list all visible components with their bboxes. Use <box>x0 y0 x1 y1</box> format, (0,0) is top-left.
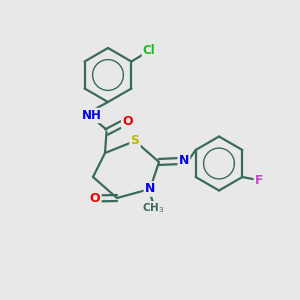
Text: N: N <box>179 154 189 167</box>
Text: N: N <box>145 182 155 196</box>
Text: NH: NH <box>82 109 101 122</box>
Text: O: O <box>90 192 101 205</box>
Text: S: S <box>130 134 140 148</box>
Text: F: F <box>255 173 263 187</box>
Text: O: O <box>122 115 133 128</box>
Text: CH$_3$: CH$_3$ <box>142 202 164 215</box>
Text: Cl: Cl <box>143 44 155 57</box>
